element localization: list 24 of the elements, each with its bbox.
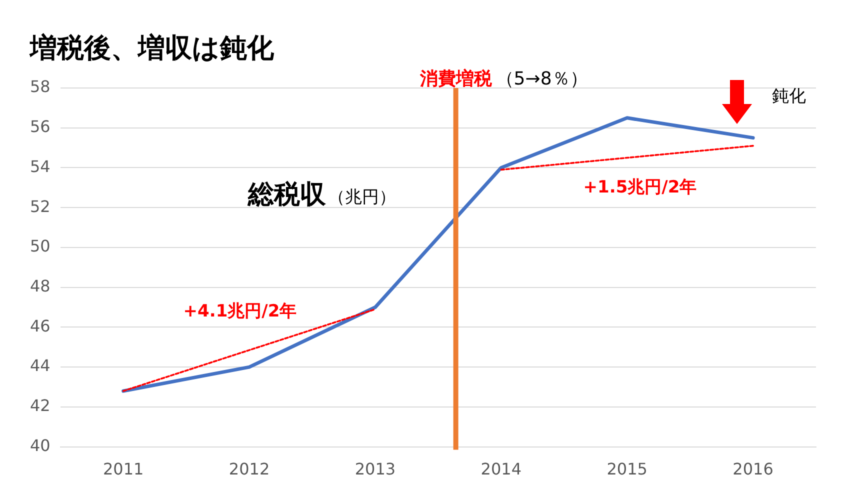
y-tick-label: 50: [30, 236, 50, 256]
annotation: 鈍化: [772, 86, 806, 106]
x-tick-label: 2013: [354, 460, 396, 479]
y-tick-label: 58: [30, 77, 50, 96]
y-tick-label: 44: [30, 356, 50, 376]
x-tick-label: 2016: [732, 460, 774, 479]
x-tick-label: 2015: [606, 460, 648, 479]
y-tick-label: 40: [30, 436, 50, 455]
annotation: （5→8％）: [496, 68, 588, 90]
annotation: +4.1兆円/2年: [183, 301, 297, 322]
ref-line-label: 消費増税: [418, 68, 493, 90]
y-tick-label: 46: [30, 316, 50, 336]
y-tick-label: 48: [30, 276, 50, 296]
x-tick-label: 2011: [102, 460, 144, 479]
y-tick-label: 56: [30, 117, 50, 136]
y-tick-label: 42: [30, 396, 50, 416]
y-tick-label: 54: [30, 156, 50, 176]
x-tick-label: 2012: [228, 460, 270, 479]
x-tick-label: 2014: [480, 460, 522, 479]
annotation: （兆円）: [328, 187, 396, 208]
y-tick-label: 52: [30, 196, 50, 216]
chart-title: 増税後、増収は鈍化: [29, 33, 275, 64]
annotation: 総税収: [247, 180, 327, 210]
annotation: +1.5兆円/2年: [583, 177, 697, 198]
